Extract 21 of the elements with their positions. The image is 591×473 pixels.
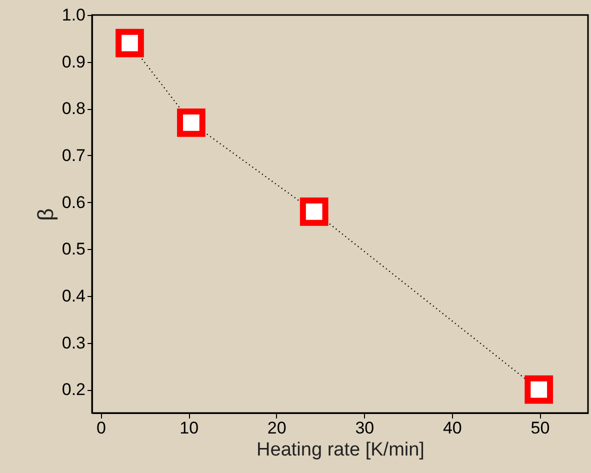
y-tick-label: 0.2	[62, 380, 86, 400]
point	[300, 197, 328, 226]
x-tick-label: 50	[530, 418, 550, 438]
point	[524, 375, 554, 404]
x-tick-label: 20	[267, 418, 286, 438]
x-tick-label: 10	[180, 418, 199, 438]
x-axis-title: Heating rate [K/min]	[256, 440, 424, 460]
y-axis-title: β	[32, 208, 58, 221]
y-tick-label: 0.5	[62, 240, 86, 259]
x-tick-label: 30	[355, 418, 374, 438]
x-tick-label: 40	[442, 418, 462, 438]
x-tick-label: 0	[96, 418, 106, 438]
point	[177, 108, 206, 137]
y-tick-label: 0.3	[62, 333, 86, 352]
point	[116, 28, 144, 58]
y-tick-label: 0.4	[62, 286, 86, 306]
y-tick-label: 0.9	[62, 52, 86, 72]
y-tick-label: 0.6	[62, 192, 86, 212]
y-tick-label: 0.8	[62, 99, 86, 118]
y-tick-label: 0.7	[62, 146, 86, 165]
y-tick-label: 1.0	[62, 6, 86, 24]
